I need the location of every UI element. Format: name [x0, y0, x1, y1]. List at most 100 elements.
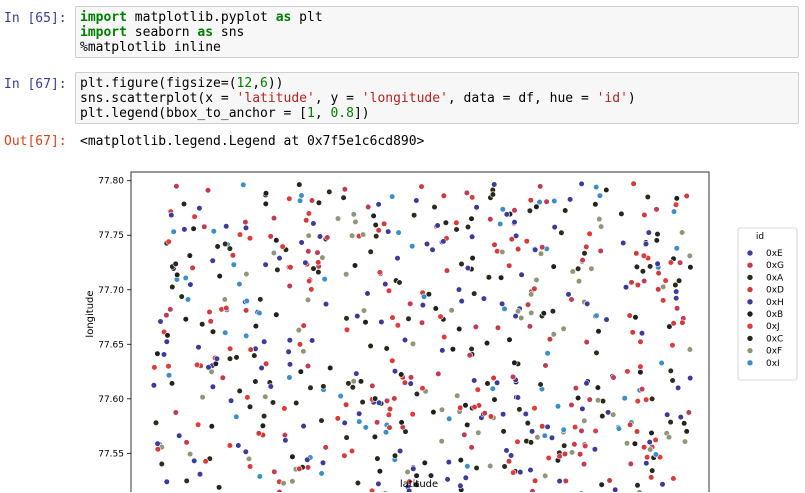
scatter-point-0xg — [365, 204, 371, 210]
scatter-point-0xg — [488, 216, 494, 222]
scatter-point-0xh — [188, 282, 194, 288]
notebook-cell-67[interactable]: In [67]: plt.figure(figsize=(12,6)) sns.s… — [0, 72, 805, 124]
scatter-point-0xa — [411, 212, 417, 218]
scatter-point-0xa — [582, 251, 588, 257]
scatter-point-0xf — [610, 412, 616, 418]
scatter-point-0xf — [343, 272, 349, 278]
scatter-point-0xf — [687, 253, 693, 259]
scatter-point-0xb — [433, 306, 439, 312]
scatter-point-0xa — [668, 419, 674, 425]
scatter-point-0xb — [431, 409, 437, 415]
legend-title: id — [756, 232, 764, 242]
scatter-point-0xa — [368, 249, 374, 255]
scatter-point-0xh — [456, 287, 462, 293]
scatter-point-0xe — [214, 356, 220, 362]
scatter-point-0xj — [557, 454, 563, 460]
scatter-point-0xd — [532, 478, 538, 484]
scatter-point-0xj — [410, 411, 416, 417]
scatter-point-0xe — [481, 296, 487, 302]
notebook-cell-65[interactable]: In [65]: import matplotlib.pyplot as plt… — [0, 6, 805, 58]
scatter-point-0xd — [343, 402, 349, 408]
scatter-point-0xb — [463, 403, 469, 409]
scatter-point-0xg — [342, 187, 348, 193]
code-editor[interactable]: plt.figure(figsize=(12,6)) sns.scatterplo… — [75, 72, 799, 124]
scatter-point-0xf — [500, 249, 506, 255]
scatter-point-0xg — [473, 324, 479, 330]
scatter-point-0xc — [426, 291, 432, 297]
scatter-point-0xd — [243, 308, 249, 314]
scatter-point-0xb — [187, 253, 193, 259]
scatter-point-0xe — [584, 301, 590, 307]
scatter-point-0xd — [248, 347, 254, 353]
code-token: , data = df, hue = — [448, 91, 597, 106]
legend-label: 0xJ — [766, 322, 780, 332]
scatter-point-0xg — [374, 420, 380, 426]
scatter-point-0xi — [257, 474, 263, 480]
scatter-point-0xc — [311, 266, 317, 272]
scatter-point-0xf — [679, 230, 685, 236]
scatter-point-0xg — [525, 302, 531, 308]
scatter-point-0xh — [397, 448, 403, 454]
code-token: sns — [213, 25, 244, 40]
scatter-point-0xa — [321, 384, 327, 390]
scatter-point-0xd — [630, 330, 636, 336]
scatter-point-0xg — [282, 432, 288, 438]
scatter-point-0xc — [640, 269, 646, 275]
scatter-point-0xf — [687, 347, 693, 353]
scatter-point-0xc — [676, 278, 682, 284]
scatter-point-0xc — [293, 400, 299, 406]
scatter-point-0xi — [396, 230, 402, 236]
scatter-point-0xi — [257, 310, 263, 316]
scatter-point-0xe — [529, 429, 535, 435]
code-editor[interactable]: import matplotlib.pyplot as plt import se… — [75, 6, 799, 58]
scatter-point-0xg — [677, 260, 683, 266]
scatter-point-0xd — [268, 234, 274, 240]
scatter-point-0xh — [605, 410, 611, 416]
scatter-point-0xj — [660, 298, 666, 304]
scatter-point-0xg — [543, 363, 549, 369]
scatter-point-0xa — [414, 391, 420, 397]
scatter-point-0xc — [210, 329, 216, 335]
scatter-point-0xe — [491, 182, 497, 188]
scatter-point-0xh — [471, 378, 477, 384]
scatter-point-0xh — [643, 241, 649, 247]
scatter-point-0xc — [600, 413, 606, 419]
scatter-point-0xe — [504, 212, 510, 218]
scatter-point-0xa — [355, 480, 361, 486]
scatter-point-0xe — [584, 381, 590, 387]
scatter-point-0xd — [539, 424, 545, 430]
scatter-point-0xf — [306, 233, 312, 239]
scatter-point-0xa — [527, 208, 533, 214]
scatter-point-0xe — [376, 400, 382, 406]
scatter-point-0xe — [463, 475, 469, 481]
scatter-point-0xg — [674, 306, 680, 312]
legend-label: 0xD — [766, 286, 784, 296]
scatter-point-0xb — [399, 420, 405, 426]
scatter-point-0xg — [370, 383, 376, 389]
scatter-point-0xb — [595, 385, 601, 391]
scatter-point-0xi — [616, 426, 622, 432]
scatter-point-0xc — [247, 404, 253, 410]
scatter-point-0xg — [512, 208, 518, 214]
scatter-point-0xh — [612, 487, 618, 492]
scatter-point-0xe — [579, 181, 585, 187]
scatter-point-0xa — [270, 400, 276, 406]
scatter-point-0xi — [594, 313, 600, 319]
scatter-point-0xb — [213, 361, 219, 367]
scatter-point-0xf — [351, 378, 357, 384]
scatter-point-0xh — [365, 291, 371, 297]
code-token: plt — [291, 10, 322, 25]
scatter-point-0xd — [627, 422, 633, 428]
scatter-point-0xi — [555, 404, 561, 410]
scatter-point-0xb — [632, 441, 638, 447]
scatter-point-0xc — [316, 200, 322, 206]
scatter-point-0xf — [569, 450, 575, 456]
scatter-point-0xe — [197, 471, 203, 477]
code-line: plt.figure(figsize=(12,6)) — [80, 76, 794, 91]
scatter-point-0xh — [647, 439, 653, 445]
scatter-point-0xj — [306, 278, 312, 284]
scatter-point-0xg — [587, 397, 593, 403]
scatter-point-0xa — [465, 224, 471, 230]
scatter-point-0xd — [634, 251, 640, 257]
code-line: plt.legend(bbox_to_anchor = [1, 0.8]) — [80, 106, 794, 121]
